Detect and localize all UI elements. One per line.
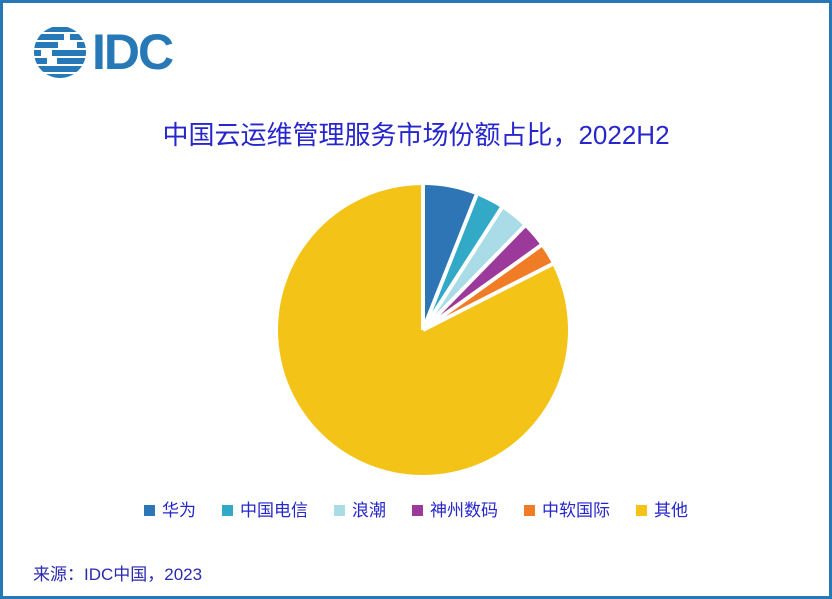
pie-chart [273, 180, 573, 480]
legend-label: 中国电信 [240, 501, 308, 520]
idc-globe-icon [34, 27, 86, 78]
source-note: 来源：IDC中国，2023 [33, 565, 203, 584]
idc-logo: IDC [33, 24, 174, 80]
idc-logo-text: IDC [92, 24, 174, 80]
pie-slice-gap [421, 193, 479, 331]
legend-item-1: 中国电信 [222, 502, 308, 519]
legend-swatch-icon [636, 505, 647, 516]
pie-slice-2 [423, 208, 525, 330]
pie-slice-gap [422, 261, 554, 332]
legend-swatch-icon [222, 505, 233, 516]
legend-swatch-icon [412, 505, 423, 516]
pie-slice-gap [421, 206, 504, 332]
legend-swatch-icon [144, 505, 155, 516]
legend-swatch-icon [334, 505, 345, 516]
pie-slice-gap [421, 224, 527, 332]
legend-item-4: 中软国际 [524, 502, 610, 519]
chart-title: 中国云运维管理服务市场份额占比，2022H2 [162, 120, 670, 150]
legend-swatch-icon [524, 505, 535, 516]
legend-label: 华为 [162, 501, 196, 520]
pie-svg [278, 184, 569, 475]
legend-item-2: 浪潮 [334, 502, 386, 519]
legend-label: 中软国际 [542, 501, 610, 520]
legend-label: 神州数码 [430, 501, 498, 520]
legend-item-0: 华为 [144, 502, 196, 519]
pie-slice-gap [421, 243, 543, 332]
legend-label: 其他 [654, 501, 688, 520]
legend-item-5: 其他 [636, 502, 688, 519]
pie-slice-3 [423, 226, 541, 330]
legend-item-3: 神州数码 [412, 502, 498, 519]
legend: 华为 中国电信 浪潮 神州数码 中软国际 其他 [3, 502, 829, 519]
legend-label: 浪潮 [352, 501, 386, 520]
